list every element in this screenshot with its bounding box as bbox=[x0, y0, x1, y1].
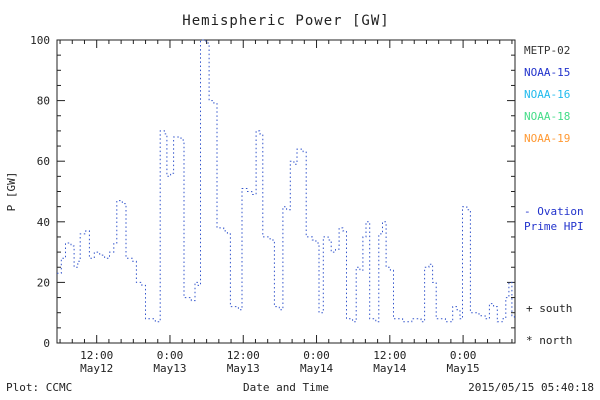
svg-text:20: 20 bbox=[37, 276, 50, 289]
svg-text:80: 80 bbox=[37, 95, 50, 108]
svg-text:May14: May14 bbox=[300, 362, 333, 375]
svg-text:12:00: 12:00 bbox=[227, 349, 260, 362]
svg-text:May12: May12 bbox=[80, 362, 113, 375]
svg-text:100: 100 bbox=[30, 34, 50, 47]
svg-text:12:00: 12:00 bbox=[80, 349, 113, 362]
svg-text:May13: May13 bbox=[227, 362, 260, 375]
svg-text:12:00: 12:00 bbox=[373, 349, 406, 362]
svg-text:0:00: 0:00 bbox=[157, 349, 184, 362]
svg-text:0:00: 0:00 bbox=[303, 349, 330, 362]
svg-text:40: 40 bbox=[37, 216, 50, 229]
plot-source-label: Plot: CCMC bbox=[6, 381, 73, 394]
svg-text:May14: May14 bbox=[373, 362, 406, 375]
legend-south-marker: + south bbox=[526, 302, 573, 315]
legend-ovation-prime-hpi: - Ovation Prime HPI bbox=[524, 205, 584, 233]
legend-item-metp02: METP-02 bbox=[524, 44, 571, 57]
svg-text:0:00: 0:00 bbox=[450, 349, 477, 362]
legend-item-noaa16: NOAA-16 bbox=[524, 88, 571, 101]
legend-item-noaa19: NOAA-19 bbox=[524, 132, 571, 145]
legend-item-noaa18: NOAA-18 bbox=[524, 110, 571, 123]
svg-text:May15: May15 bbox=[447, 362, 480, 375]
legend-item-noaa15: NOAA-15 bbox=[524, 66, 571, 79]
svg-text:0: 0 bbox=[43, 337, 50, 350]
plot-timestamp: 2015/05/15 05:40:18 bbox=[468, 381, 594, 394]
chart-title: Hemispheric Power [GW] bbox=[182, 13, 390, 29]
satellite-legend: METP-02 NOAA-15 NOAA-16 NOAA-18 NOAA-19 bbox=[524, 44, 570, 145]
svg-text:P [GW]: P [GW] bbox=[5, 172, 18, 212]
legend-north-marker: * north bbox=[526, 334, 573, 347]
svg-text:May13: May13 bbox=[153, 362, 186, 375]
svg-text:60: 60 bbox=[37, 155, 50, 168]
x-axis-label: Date and Time bbox=[242, 381, 330, 394]
